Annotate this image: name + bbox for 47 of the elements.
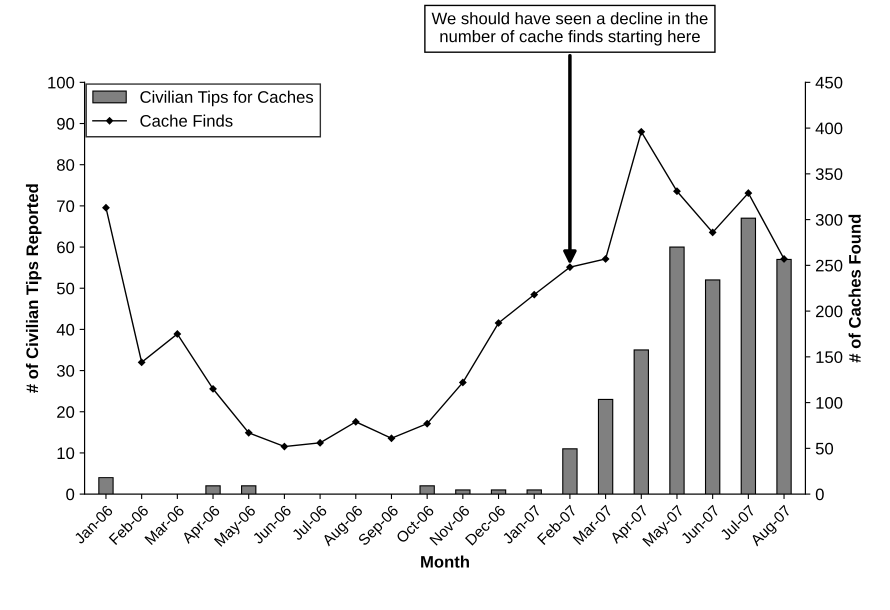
y2-tick-label: 100 (816, 397, 842, 409)
y2-tick-label: 350 (816, 168, 842, 180)
point (530, 290, 538, 298)
point (744, 189, 752, 197)
y-tick-label: 90 (57, 118, 74, 130)
point (424, 420, 431, 428)
point (459, 378, 466, 386)
point (138, 358, 146, 366)
y2-axis-title: # of Caches Found (848, 214, 861, 362)
y-axis-title: # of Civilian Tips Reported (26, 184, 42, 393)
legend-label: Civilian Tips for Caches (140, 90, 314, 106)
y-tick-label: 40 (56, 324, 74, 336)
point (174, 330, 181, 338)
y-tick-label: 100 (48, 76, 74, 89)
point (245, 429, 252, 436)
point (280, 442, 288, 450)
y2-tick-label: 200 (816, 306, 842, 318)
point (780, 255, 788, 263)
point (388, 434, 396, 442)
y-tick-label: 20 (57, 406, 74, 418)
legend-label: Cache Finds (140, 114, 233, 127)
point (209, 385, 217, 393)
x-axis-title: Month (421, 555, 469, 568)
point (494, 319, 502, 327)
y-tick-label: 10 (58, 447, 74, 460)
point (709, 228, 716, 236)
annotation: We should have seen a decline in the number of cache finds starting here (432, 12, 708, 46)
y2-tick-label: 300 (816, 214, 842, 226)
point (102, 204, 110, 212)
point (673, 188, 681, 195)
y-tick-label: 30 (56, 364, 74, 377)
y-tick-label: 70 (57, 200, 74, 212)
point (566, 264, 574, 271)
point (638, 128, 645, 136)
y-tick-label: 80 (57, 159, 74, 171)
y2-tick-label: 400 (816, 122, 842, 134)
y-tick-label: 50 (56, 282, 74, 294)
y2-tick-label: 0 (816, 488, 824, 500)
y2-tick-label: 50 (816, 442, 834, 455)
y-tick-label: 0 (66, 488, 74, 500)
y2-tick-label: 250 (816, 260, 842, 272)
point (316, 439, 324, 446)
point (352, 418, 360, 426)
y2-tick-label: 450 (816, 76, 842, 89)
point (602, 255, 610, 263)
y2-tick-label: 150 (816, 351, 842, 364)
y-tick-label: 60 (57, 241, 74, 254)
